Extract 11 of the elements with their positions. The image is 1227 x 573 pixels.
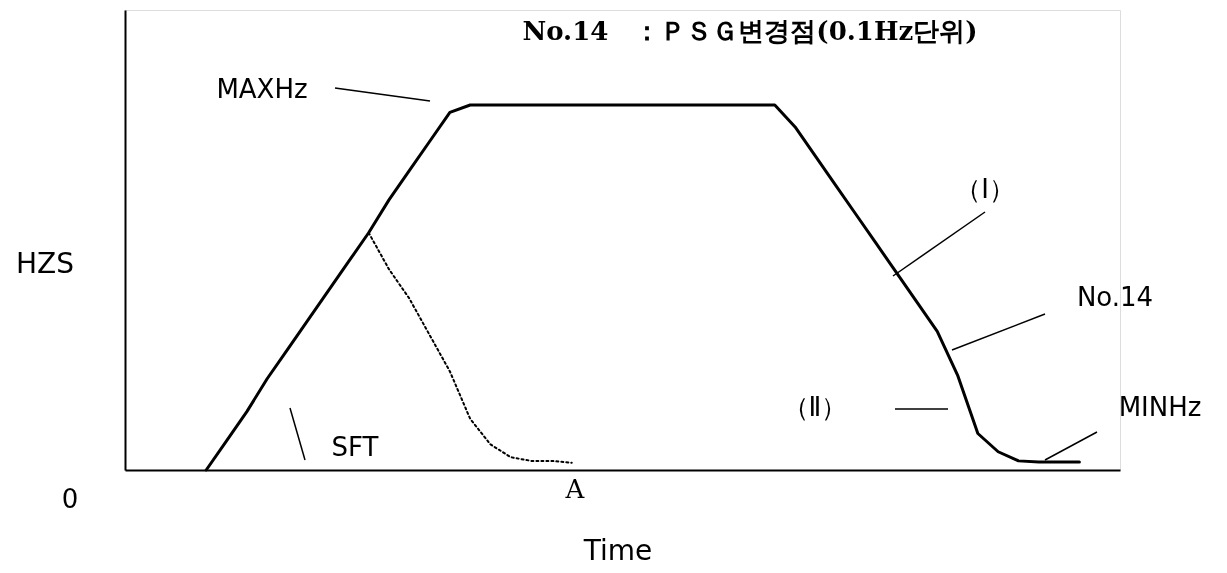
annotation: SFT (331, 432, 379, 462)
annotation: No.14 (1076, 282, 1154, 312)
text: 0 (61, 484, 79, 514)
annotation: （Ⅱ） (782, 392, 848, 422)
y-axis-title: HZS (15, 247, 75, 280)
annotation: （Ⅰ） (955, 174, 1015, 204)
annotation: MINHz (1118, 392, 1202, 422)
chart-title: No.14 ：ＰＳＧ변경점(0.1Hz단위) (522, 16, 978, 46)
x-axis-title: Time (582, 534, 653, 567)
text: MAXHz (216, 74, 308, 104)
text: A (564, 474, 586, 504)
